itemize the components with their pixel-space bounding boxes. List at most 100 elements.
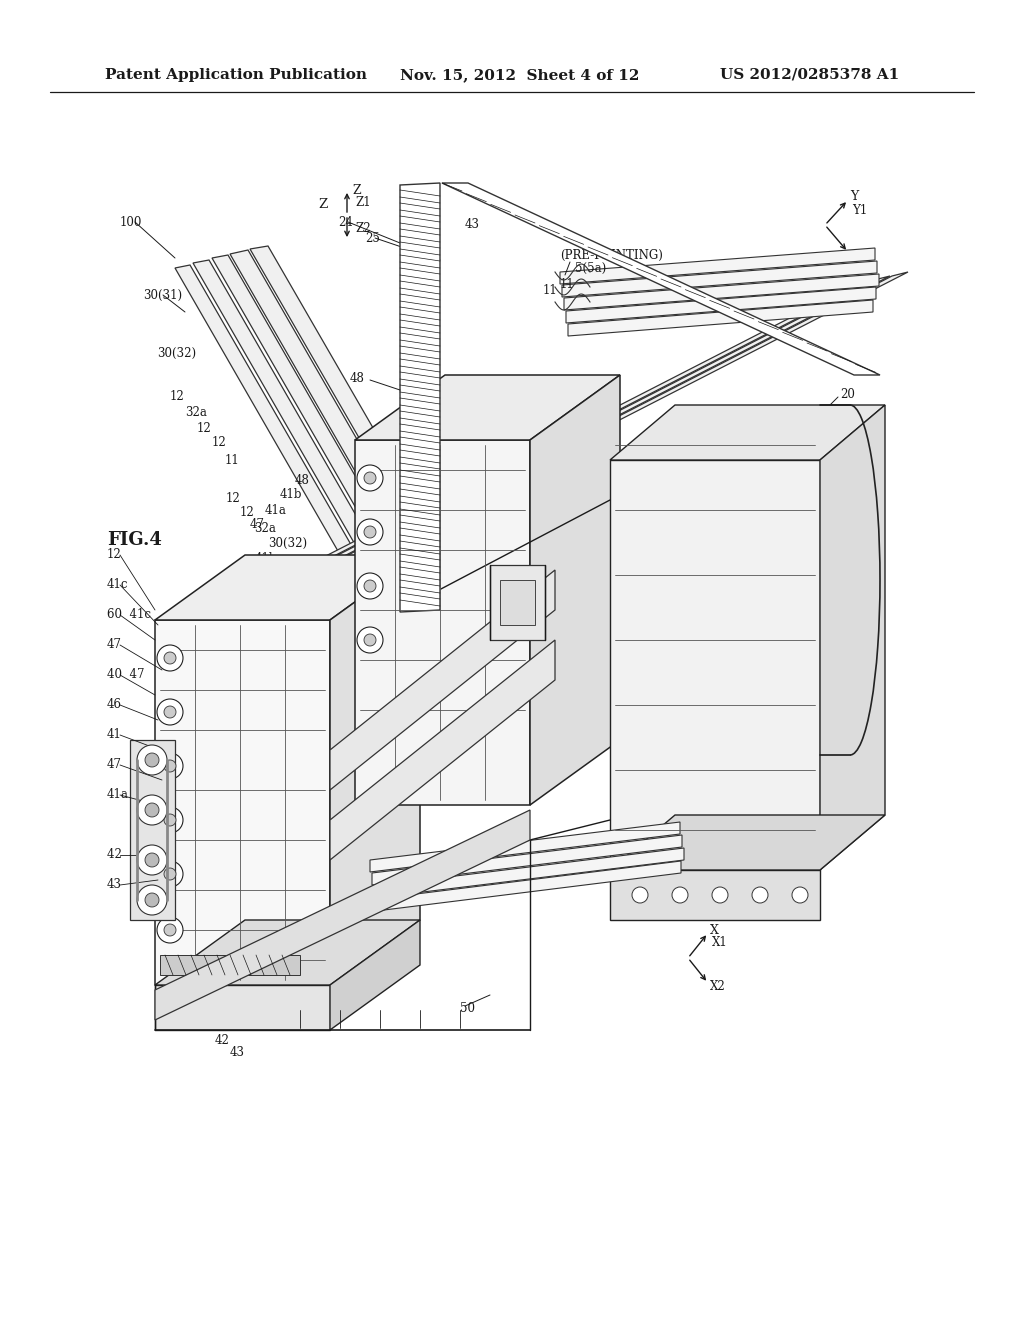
Circle shape — [752, 887, 768, 903]
Text: 41c: 41c — [106, 578, 128, 591]
Circle shape — [157, 807, 183, 833]
Polygon shape — [400, 183, 440, 612]
Text: 12: 12 — [226, 491, 241, 504]
Polygon shape — [564, 275, 879, 310]
Circle shape — [164, 706, 176, 718]
Polygon shape — [250, 246, 458, 578]
Text: 50: 50 — [460, 1002, 475, 1015]
Text: 30(31): 30(31) — [143, 289, 182, 301]
Text: 12: 12 — [212, 437, 226, 450]
Text: 48: 48 — [350, 371, 365, 384]
Polygon shape — [240, 280, 872, 601]
Circle shape — [164, 869, 176, 880]
Polygon shape — [355, 375, 620, 440]
Text: 20: 20 — [840, 388, 855, 401]
Text: 47: 47 — [106, 639, 122, 652]
Circle shape — [357, 627, 383, 653]
Text: 32a: 32a — [254, 521, 275, 535]
Text: 41a: 41a — [265, 503, 287, 516]
Text: 43: 43 — [230, 1045, 245, 1059]
Text: Z2: Z2 — [355, 222, 371, 235]
Polygon shape — [374, 847, 684, 898]
Text: 12: 12 — [240, 507, 255, 520]
Polygon shape — [258, 276, 890, 597]
Text: US 2012/0285378 A1: US 2012/0285378 A1 — [720, 69, 899, 82]
Text: Y2: Y2 — [850, 249, 865, 263]
Polygon shape — [330, 570, 555, 789]
Text: 30(32): 30(32) — [268, 536, 307, 549]
Circle shape — [157, 917, 183, 942]
Text: 31: 31 — [270, 998, 285, 1011]
Polygon shape — [560, 248, 874, 284]
Circle shape — [137, 744, 167, 775]
Text: 40  47: 40 47 — [106, 668, 144, 681]
Polygon shape — [230, 249, 438, 583]
Text: 47: 47 — [250, 519, 265, 532]
Text: 12: 12 — [106, 549, 122, 561]
Text: 12: 12 — [170, 391, 184, 404]
Polygon shape — [370, 822, 680, 873]
Polygon shape — [155, 554, 420, 620]
Text: Patent Application Publication: Patent Application Publication — [105, 69, 367, 82]
Circle shape — [357, 465, 383, 491]
Text: 47 47 41a: 47 47 41a — [232, 566, 292, 579]
Polygon shape — [530, 375, 620, 805]
Text: 44: 44 — [400, 528, 415, 541]
Text: 45: 45 — [420, 549, 435, 561]
Circle shape — [145, 803, 159, 817]
Circle shape — [364, 525, 376, 539]
Polygon shape — [372, 836, 682, 884]
Circle shape — [364, 579, 376, 591]
Text: Z1: Z1 — [355, 195, 371, 209]
Polygon shape — [820, 405, 885, 870]
Text: Y1: Y1 — [852, 203, 867, 216]
Polygon shape — [212, 255, 418, 587]
Text: 42: 42 — [215, 1034, 229, 1047]
Text: 46: 46 — [106, 698, 122, 711]
Text: 42  48: 42 48 — [106, 849, 144, 862]
Polygon shape — [155, 920, 420, 985]
Circle shape — [164, 760, 176, 772]
Text: 43: 43 — [106, 879, 122, 891]
Text: 41a: 41a — [106, 788, 129, 801]
Text: Y: Y — [850, 190, 858, 203]
Text: 31: 31 — [775, 718, 790, 731]
Text: 5(5a): 5(5a) — [575, 261, 606, 275]
Circle shape — [157, 645, 183, 671]
Text: 47: 47 — [106, 759, 122, 771]
Text: 43: 43 — [465, 219, 480, 231]
Circle shape — [672, 887, 688, 903]
Circle shape — [357, 573, 383, 599]
Text: 48: 48 — [295, 474, 310, 487]
Circle shape — [164, 924, 176, 936]
Text: Z: Z — [318, 198, 328, 211]
Polygon shape — [562, 261, 877, 297]
Text: 21: 21 — [845, 503, 860, 516]
Polygon shape — [155, 810, 530, 1020]
Text: 11: 11 — [543, 284, 558, 297]
Circle shape — [157, 861, 183, 887]
Text: X: X — [710, 924, 719, 936]
Circle shape — [712, 887, 728, 903]
Polygon shape — [610, 814, 885, 870]
Text: 24: 24 — [338, 215, 353, 228]
Polygon shape — [175, 265, 380, 598]
Polygon shape — [330, 640, 555, 861]
Circle shape — [364, 634, 376, 645]
Text: 48: 48 — [175, 1015, 189, 1028]
Polygon shape — [355, 440, 530, 805]
Text: 60  41c: 60 41c — [106, 609, 151, 622]
Text: 11: 11 — [225, 454, 240, 466]
Polygon shape — [442, 183, 880, 375]
Circle shape — [145, 894, 159, 907]
Polygon shape — [276, 272, 908, 591]
Polygon shape — [490, 565, 545, 640]
Text: X1: X1 — [712, 936, 728, 949]
Circle shape — [137, 845, 167, 875]
Circle shape — [145, 853, 159, 867]
Polygon shape — [568, 300, 873, 337]
Text: Nov. 15, 2012  Sheet 4 of 12: Nov. 15, 2012 Sheet 4 of 12 — [400, 69, 639, 82]
Polygon shape — [160, 954, 300, 975]
Polygon shape — [130, 741, 175, 920]
Text: 30(32): 30(32) — [157, 346, 197, 359]
